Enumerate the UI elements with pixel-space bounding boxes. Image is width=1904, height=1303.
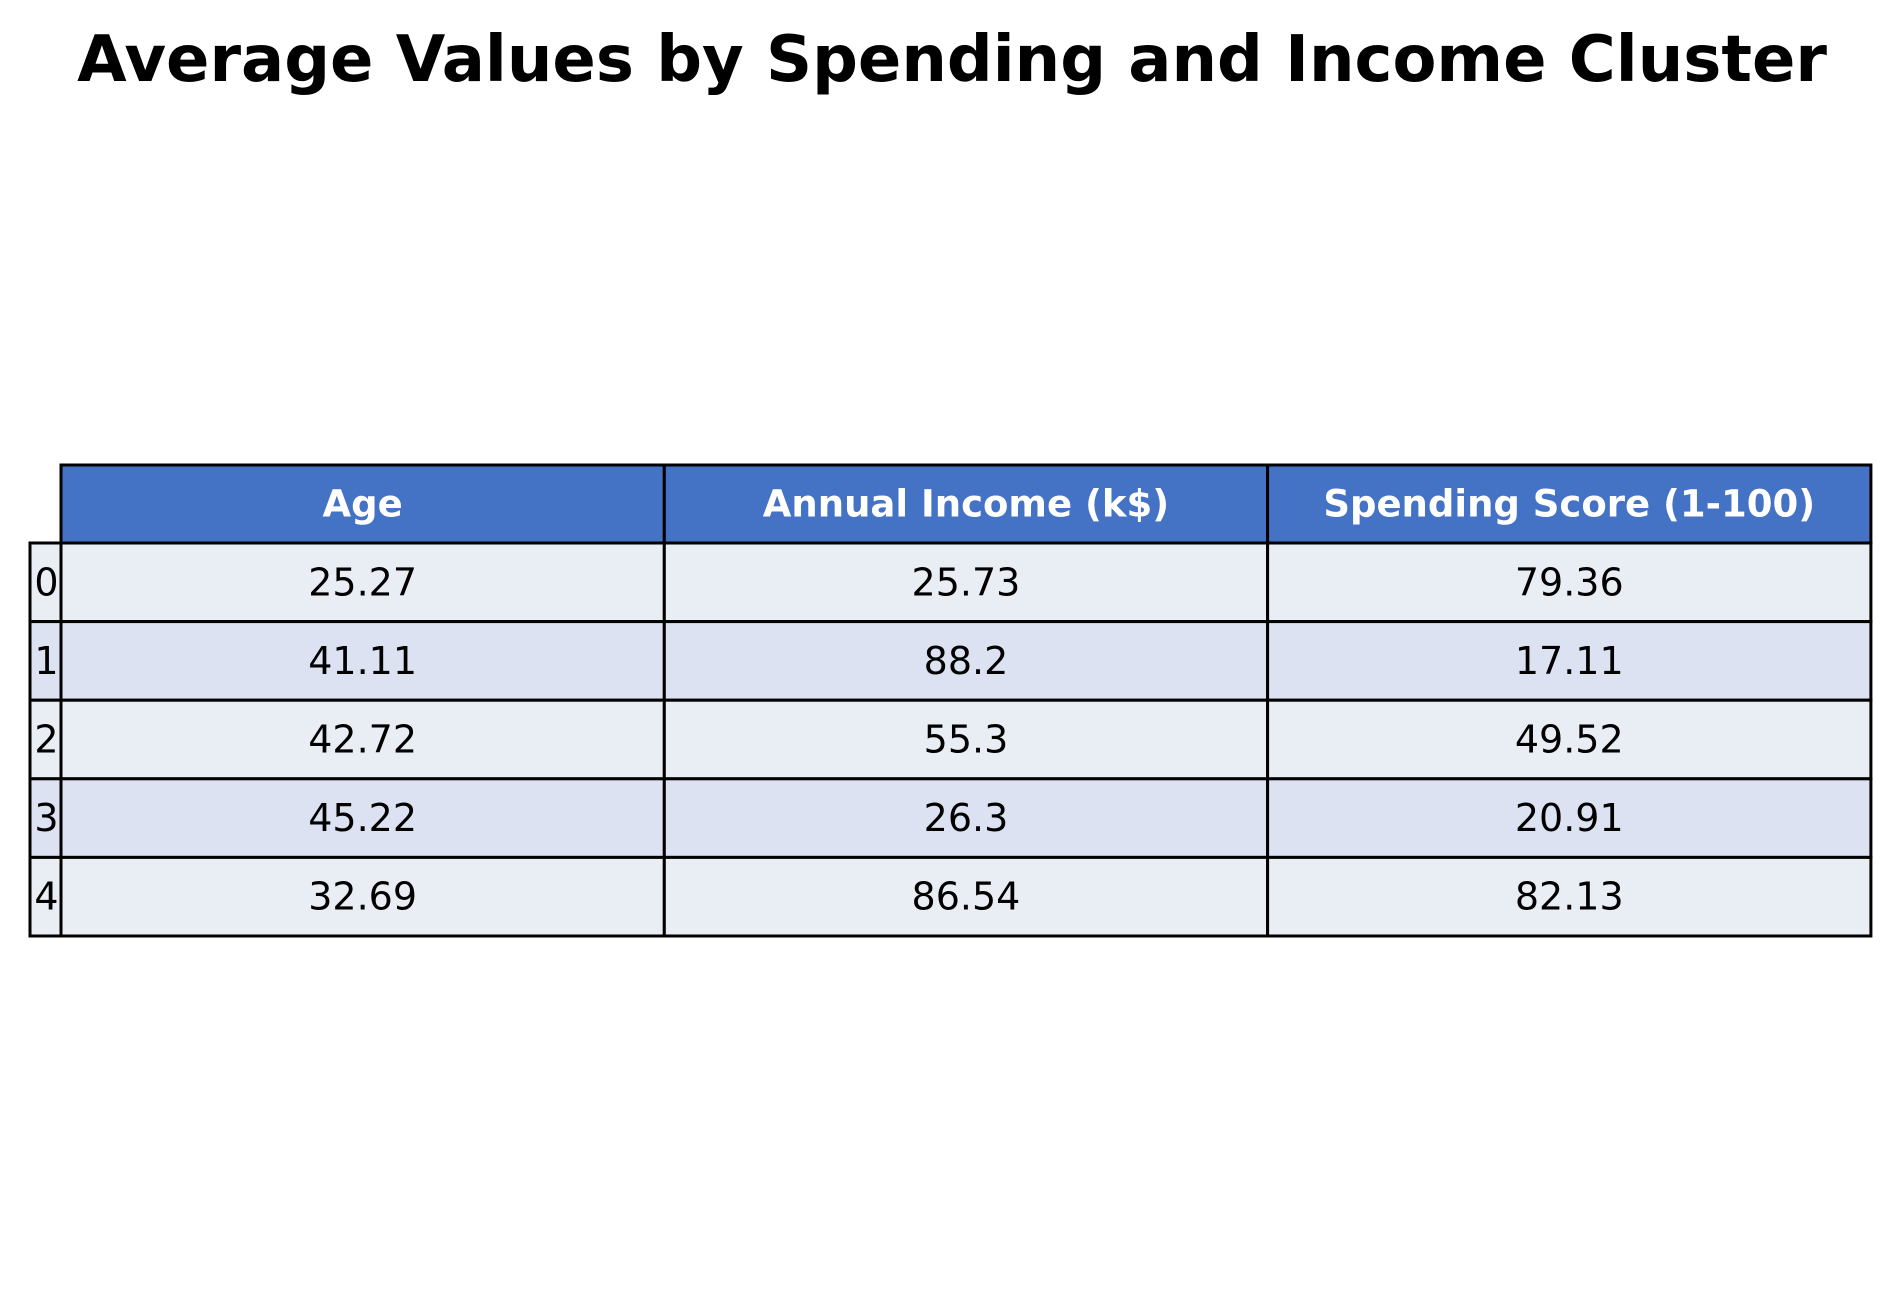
- table-cell-value: 41.11: [308, 639, 417, 683]
- table-cell-value: 88.2: [924, 639, 1009, 683]
- table-cell: [1266, 777, 1873, 859]
- column-header-label: Spending Score (1-100): [1323, 483, 1815, 526]
- table-cell: [59, 620, 666, 702]
- table-cell: [59, 698, 666, 781]
- table-cell-value: 17.11: [1515, 639, 1624, 683]
- table-cell-value: 86.54: [912, 875, 1021, 919]
- table-cell: [662, 620, 1270, 702]
- column-header-label: Annual Income (k$): [763, 483, 1169, 526]
- table-cell-value: 25.27: [308, 560, 417, 604]
- table-cell-value: 42.72: [308, 718, 417, 762]
- table-cell: [1266, 855, 1873, 938]
- table-cell-value: 49.52: [1515, 718, 1624, 762]
- row-label: 1: [34, 639, 58, 683]
- table-cell-value: 26.3: [924, 796, 1009, 840]
- column-header-cell: [662, 463, 1270, 545]
- table-cell-value: 79.36: [1515, 560, 1624, 604]
- row-label: 2: [34, 718, 58, 762]
- table-cell: [662, 855, 1270, 938]
- table-cell-value: 45.22: [308, 796, 417, 840]
- row-label-cell: [28, 620, 63, 702]
- row-label-cell: [28, 698, 63, 781]
- table-cell: [662, 777, 1270, 859]
- table-cell-value: 55.3: [924, 718, 1009, 762]
- table-cell-value: 32.69: [308, 875, 417, 919]
- table-cell-value: 20.91: [1515, 796, 1624, 840]
- column-header-cell: [1266, 463, 1873, 545]
- table-cell: [1266, 541, 1873, 624]
- column-header-cell: [59, 463, 666, 545]
- table-cell: [662, 698, 1270, 781]
- table-cell-value: 82.13: [1515, 875, 1624, 919]
- table-cell: [1266, 698, 1873, 781]
- chart-title: Average Values by Spending and Income Cl…: [77, 23, 1827, 97]
- table-cell-value: 25.73: [912, 560, 1021, 604]
- table-cell: [59, 777, 666, 859]
- row-label: 3: [34, 796, 58, 840]
- row-label: 4: [34, 875, 58, 919]
- column-header-label: Age: [323, 483, 403, 526]
- row-label: 0: [34, 560, 58, 604]
- table-cell: [59, 855, 666, 938]
